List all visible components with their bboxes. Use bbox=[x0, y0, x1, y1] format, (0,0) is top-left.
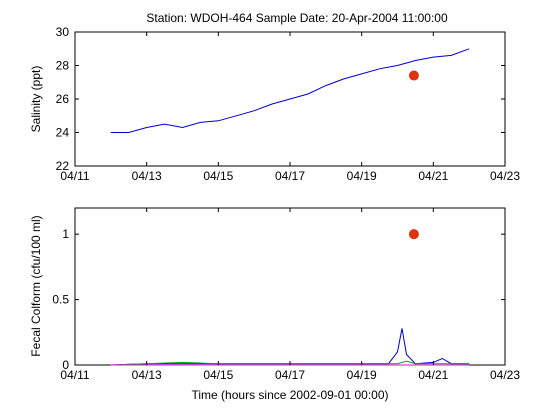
fecal-y-ticks: 00.51 bbox=[52, 227, 505, 372]
fecal-x-tick-label: 04/21 bbox=[418, 368, 448, 382]
salinity-x-tick-label: 04/13 bbox=[132, 169, 162, 183]
fecal-y-tick-label: 0 bbox=[62, 358, 69, 372]
salinity-x-tick-label: 04/17 bbox=[275, 169, 305, 183]
fecal-y-label: Fecal Colform (cfu/100 ml) bbox=[29, 215, 43, 356]
fecal-x-tick-label: 04/13 bbox=[132, 368, 162, 382]
salinity-plot: 04/11 04/13 04/15 04/17 04/19 04/21 04/23 22 24… bbox=[29, 25, 520, 183]
salinity-y-tick-label: 28 bbox=[56, 59, 70, 73]
salinity-sample-marker bbox=[408, 70, 419, 81]
salinity-x-tick-label: 04/21 bbox=[418, 169, 448, 183]
salinity-y-ticks: 22 24 26 28 30 bbox=[56, 25, 505, 173]
salinity-y-tick-label: 24 bbox=[56, 126, 70, 140]
fecal-x-tick-label: 04/19 bbox=[347, 368, 377, 382]
salinity-x-ticks: 04/11 04/13 04/15 04/17 04/19 04/21 04/23 bbox=[60, 32, 520, 183]
salinity-y-tick-label: 30 bbox=[56, 25, 70, 39]
salinity-series-line-0 bbox=[110, 48, 470, 133]
fecal-x-label: Time (hours since 2002-09-01 00:00) bbox=[192, 388, 389, 402]
salinity-y-label: Salinity (ppt) bbox=[29, 66, 43, 133]
fecal-x-tick-label: 04/11 bbox=[60, 368, 89, 382]
salinity-y-tick-label: 22 bbox=[56, 159, 70, 173]
salinity-x-tick-label: 04/11 bbox=[60, 169, 89, 183]
salinity-x-tick-label: 04/19 bbox=[347, 169, 377, 183]
salinity-marks bbox=[110, 48, 470, 133]
fecal-x-ticks: 04/11 04/13 04/15 04/17 04/19 04/21 04/23 bbox=[60, 208, 520, 382]
fecal-coliform-plot: 04/11 04/13 04/15 04/17 04/19 04/21 04/23 00.5… bbox=[29, 207, 520, 402]
fecal-x-tick-label: 04/15 bbox=[203, 368, 233, 382]
fecal-axes-box bbox=[74, 207, 506, 366]
fecal-x-tick-label: 04/17 bbox=[275, 368, 305, 382]
figure-title: Station: WDOH-464 Sample Date: 20-Apr-20… bbox=[146, 11, 448, 25]
fecal-y-tick-label: 1 bbox=[62, 227, 69, 241]
fecal-series-line-1 bbox=[110, 360, 470, 366]
fecal-y-tick-label: 0.5 bbox=[52, 293, 69, 307]
salinity-y-tick-label: 26 bbox=[56, 92, 70, 106]
salinity-x-tick-label: 04/23 bbox=[490, 169, 520, 183]
salinity-x-tick-label: 04/15 bbox=[203, 169, 233, 183]
fecal-sample-marker bbox=[408, 229, 419, 240]
fecal-x-tick-label: 04/23 bbox=[490, 368, 520, 382]
